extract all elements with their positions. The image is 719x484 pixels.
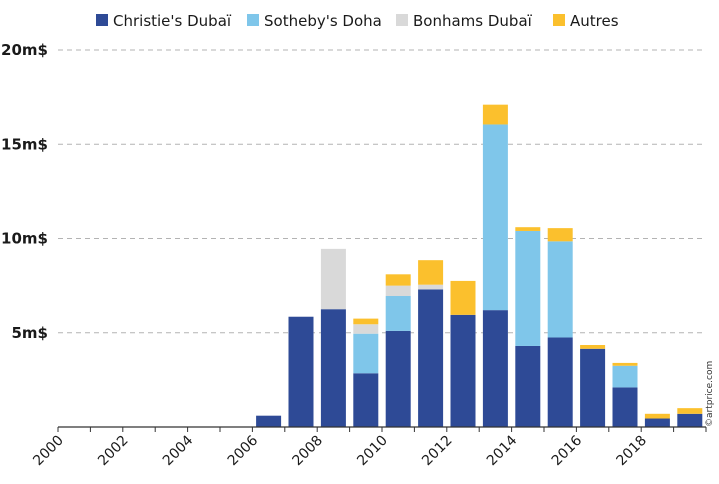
x-tick-label: 2016	[549, 432, 586, 469]
bar-segment	[385, 295, 411, 331]
bar-segment	[515, 227, 541, 231]
bar-segment	[547, 337, 573, 427]
legend-label: Autres	[570, 12, 619, 30]
grid-lines	[58, 49, 706, 334]
bar-segment	[288, 316, 314, 427]
bar-segment	[320, 309, 346, 427]
bar-segment	[677, 413, 703, 427]
bar-segment	[677, 408, 703, 414]
legend-label: Bonhams Dubaï	[413, 12, 533, 30]
bar-segment	[320, 248, 346, 310]
x-tick-label: 2012	[419, 433, 456, 470]
legend-swatch	[247, 14, 259, 26]
bar-segment	[547, 241, 573, 338]
bar-segment	[612, 362, 638, 366]
bar-segment	[256, 415, 282, 427]
bar-segment	[450, 280, 476, 315]
y-tick-label: 20m$	[1, 41, 48, 59]
bar-segment	[418, 289, 444, 427]
x-tick-label: 2010	[354, 433, 391, 470]
bar-segment	[385, 274, 411, 286]
bars	[256, 104, 703, 427]
bar-segment	[385, 285, 411, 296]
bar-segment	[612, 365, 638, 388]
legend: Christie's Dubaï Sotheby's Doha Bonhams Du…	[96, 12, 619, 30]
bar-segment	[385, 330, 411, 427]
bar-segment	[353, 373, 379, 427]
x-tick-label: 2014	[484, 432, 521, 469]
legend-swatch	[553, 14, 565, 26]
bar-segment	[482, 310, 508, 427]
bar-segment	[644, 413, 670, 419]
bar-segment	[580, 345, 606, 349]
bar-segment	[418, 260, 444, 285]
bar-segment	[353, 318, 379, 325]
bar-segment	[515, 345, 541, 427]
x-axis-ticks: 2000 2002 2004 2006 2008 2010 2012 2014 2016 2018	[30, 427, 707, 470]
bar-segment	[612, 387, 638, 427]
legend-label: Sotheby's Doha	[264, 12, 382, 30]
legend-swatch	[96, 14, 108, 26]
legend-item: Sotheby's Doha	[247, 12, 382, 30]
bar-segment	[353, 333, 379, 374]
bar-segment	[482, 124, 508, 311]
credit-label: ©artprice.com	[705, 361, 715, 427]
y-tick-label: 15m$	[1, 135, 48, 153]
y-tick-label: 10m$	[1, 230, 48, 248]
y-tick-label: 5m$	[11, 324, 48, 342]
x-tick-label: 2002	[95, 433, 132, 470]
bar-segment	[580, 348, 606, 427]
legend-item: Bonhams Dubaï	[396, 12, 533, 30]
bar-segment	[515, 230, 541, 346]
x-tick-label: 2000	[30, 433, 67, 470]
bar-segment	[644, 418, 670, 427]
x-tick-label: 2018	[614, 433, 651, 470]
legend-item: Autres	[553, 12, 619, 30]
legend-swatch	[396, 14, 408, 26]
bar-segment	[353, 324, 379, 334]
bar-segment	[450, 314, 476, 427]
x-tick-label: 2004	[160, 432, 197, 469]
x-tick-label: 2006	[225, 432, 262, 469]
y-axis-ticks: 5m$ 10m$ 15m$ 20m$	[1, 41, 48, 342]
bar-segment	[547, 228, 573, 242]
legend-item: Christie's Dubaï	[96, 12, 232, 30]
legend-label: Christie's Dubaï	[113, 12, 232, 30]
bar-segment	[418, 284, 444, 290]
x-tick-label: 2008	[290, 433, 327, 470]
bar-segment	[482, 104, 508, 125]
